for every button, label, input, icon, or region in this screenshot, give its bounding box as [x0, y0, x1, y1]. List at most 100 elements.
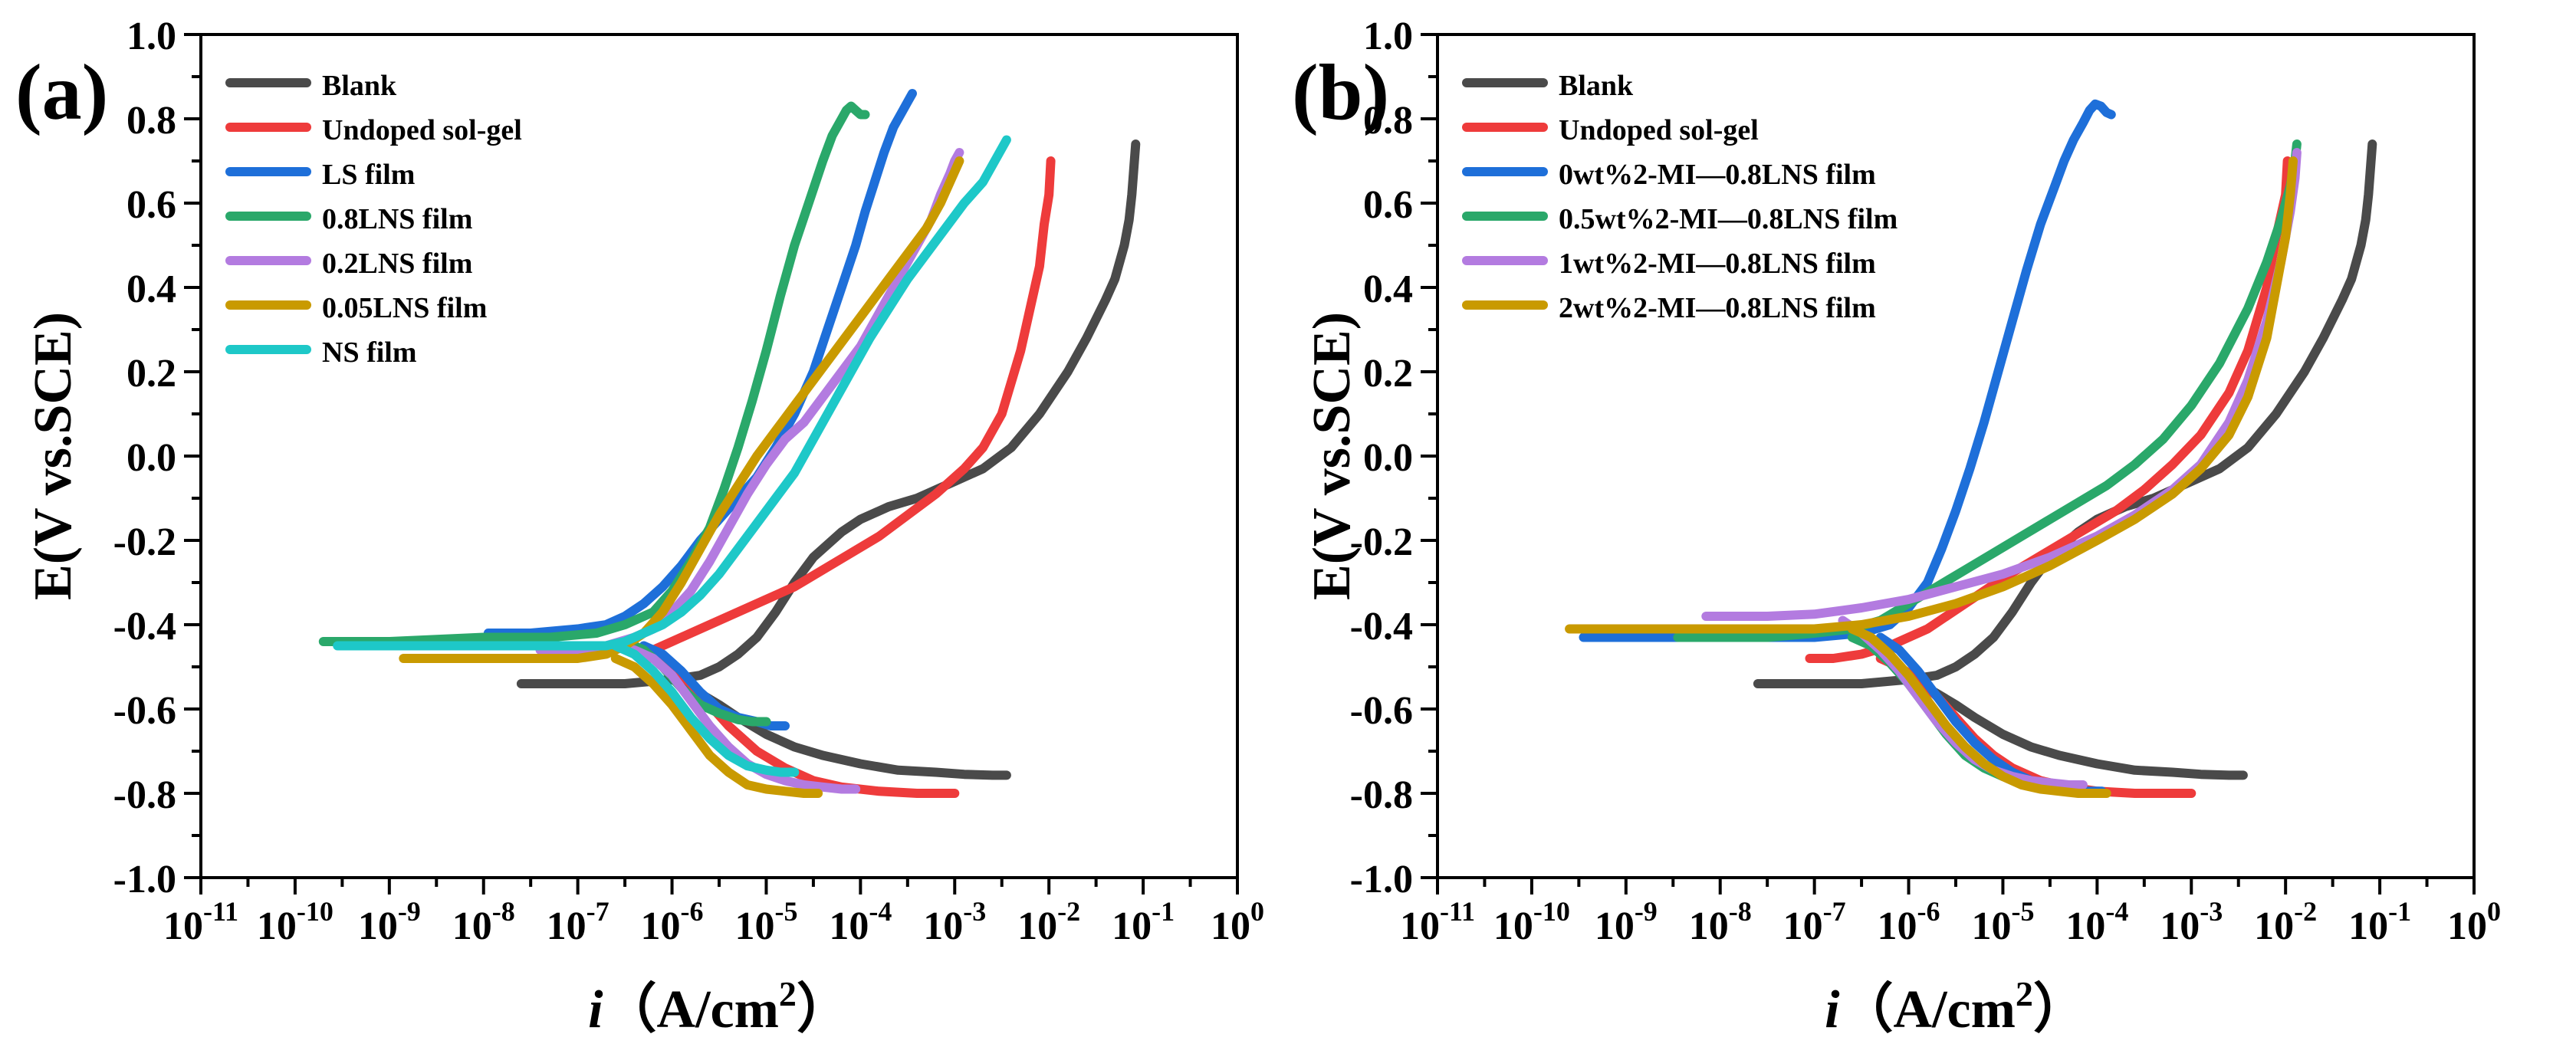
series-line-2wt-2-mi-0-8lns-film: [1565, 156, 2298, 634]
x-tick-base: 10: [257, 904, 297, 948]
x-tick-label: 10-4: [829, 896, 892, 948]
legend-label-blank: Blank: [322, 70, 397, 102]
x-tick-label: 10-1: [2348, 896, 2411, 948]
x-tick-label: 10-10: [257, 896, 334, 948]
x-tick-exponent: -8: [492, 896, 515, 927]
x-tick-label: 10-3: [923, 896, 986, 948]
x-tick-base: 10: [1878, 904, 1917, 948]
panel-b-x-axis-label-sup: 2: [2016, 974, 2033, 1013]
x-tick-label: 10-5: [734, 896, 797, 948]
x-tick-exponent: 0: [2487, 896, 2501, 927]
x-tick-exponent: -6: [681, 896, 704, 927]
x-tick-base: 10: [734, 904, 774, 948]
y-tick-label: -1.0: [113, 858, 176, 901]
x-tick-base: 10: [1112, 904, 1152, 948]
panel-a-x-axis-label-sup: 2: [779, 974, 797, 1013]
x-tick-exponent: -2: [1057, 896, 1080, 927]
panel-a-label: (a): [15, 48, 108, 136]
legend-label-0-2lns-film: 0.2LNS film: [322, 248, 472, 280]
y-tick-label: 0.4: [1363, 268, 1413, 311]
panel-a-y-axis-label: E(V vs.SCE): [24, 312, 83, 600]
x-tick-exponent: -4: [869, 896, 892, 927]
series-line-branch: [1904, 675, 2248, 780]
x-tick-exponent: -6: [1917, 896, 1940, 927]
panel-b-x-axis-label: i（A/cm2）: [1825, 974, 2087, 1039]
y-tick-label: -0.6: [1350, 689, 1413, 733]
legend-label-ns-film: NS film: [322, 336, 417, 369]
series-line-branch: [1847, 624, 2111, 798]
y-tick-label: -0.6: [113, 689, 176, 733]
series-line-branch: [610, 654, 823, 798]
series-line-undoped-sol-gel: [629, 156, 1056, 659]
x-tick-label: 10-8: [1689, 896, 1752, 948]
x-tick-exponent: -11: [203, 896, 238, 927]
x-tick-label: 10-1: [1112, 896, 1175, 948]
series-line-0-8lns-film: [318, 101, 870, 646]
x-tick-label: 10-4: [2065, 896, 2128, 948]
panel-a-legend: Blank Undoped sol-gel LS film 0.8LNS film 0.…: [225, 70, 522, 369]
panel-b-legend: Blank Undoped sol-gel 0wt%2-MI—0.8LNS film…: [1462, 70, 1898, 324]
x-tick-exponent: -7: [586, 896, 610, 927]
series-line-blank: [516, 140, 1141, 688]
x-tick-label: 10-11: [163, 896, 238, 948]
y-tick-label: 1.0: [1363, 15, 1413, 58]
x-tick-base: 10: [2065, 904, 2105, 948]
x-tick-base: 10: [2160, 904, 2200, 948]
x-tick-base: 10: [1971, 904, 2011, 948]
x-tick-exponent: -9: [1635, 896, 1658, 927]
y-tick-label: 0.6: [127, 183, 176, 227]
x-tick-label: 10-5: [1971, 896, 2034, 948]
x-tick-base: 10: [2254, 904, 2294, 948]
legend-label-2wt-2-mi-0-8lns-film: 2wt%2-MI—0.8LNS film: [1559, 292, 1876, 324]
x-tick-exponent: -3: [963, 896, 986, 927]
x-tick-base: 10: [452, 904, 492, 948]
x-tick-label: 10-3: [2160, 896, 2223, 948]
panel-b-label: (b): [1292, 48, 1389, 136]
x-tick-base: 10: [1689, 904, 1729, 948]
x-tick-label: 10-9: [1595, 896, 1658, 948]
x-tick-exponent: -3: [2200, 896, 2223, 927]
x-tick-exponent: -2: [2294, 896, 2317, 927]
y-tick-label: 0.4: [127, 268, 176, 311]
x-tick-exponent: -5: [2011, 896, 2034, 927]
legend-label-0-05lns-film: 0.05LNS film: [322, 292, 487, 324]
x-tick-base: 10: [1595, 904, 1635, 948]
y-tick-label: -0.2: [113, 520, 176, 564]
panel-b-ticks: 10-11 10-10 10-9 10-8 10-7 10-6 10-5 10-4 10-3 10…: [1350, 15, 2501, 948]
panel-a-series: [318, 89, 1141, 798]
panel-a-plot-frame: [199, 33, 1239, 879]
y-tick-label: -0.8: [113, 773, 176, 817]
x-tick-label: 10-6: [641, 896, 704, 948]
x-tick-exponent: -10: [1533, 896, 1570, 927]
panel-a-x-axis-label-symbol: i: [588, 980, 603, 1039]
panel-b-x-axis-label-symbol: i: [1825, 980, 1840, 1039]
y-tick-label: 0.0: [1363, 436, 1413, 480]
x-tick-exponent: -1: [1152, 896, 1175, 927]
panel-a-x-axis-label: i（A/cm2）: [588, 974, 850, 1039]
x-tick-exponent: -4: [2105, 896, 2128, 927]
legend-label-undoped-sol-gel: Undoped sol-gel: [322, 114, 522, 146]
x-tick-exponent: -1: [2388, 896, 2411, 927]
panel-a-ticks: 10-11 10-10 10-9 10-8 10-7 10-6 10-5 10-4 10-3 10…: [113, 15, 1264, 948]
x-tick-exponent: -8: [1729, 896, 1752, 927]
panel-b-y-axis-label: E(V vs.SCE): [1303, 312, 1362, 600]
y-tick-label: -1.0: [1350, 858, 1413, 901]
y-tick-label: 0.8: [127, 99, 176, 143]
x-tick-base: 10: [829, 904, 869, 948]
panel-b-series: [1565, 99, 2377, 798]
x-tick-base: 10: [1211, 904, 1250, 948]
x-tick-label: 10-7: [1783, 896, 1846, 948]
x-tick-exponent: -10: [297, 896, 334, 927]
y-tick-label: 0.2: [1363, 352, 1413, 396]
y-tick-label: 0.2: [127, 352, 176, 396]
legend-label-1wt-2-mi-0-8lns-film: 1wt%2-MI—0.8LNS film: [1559, 248, 1876, 280]
panel-a-x-axis-label-close: ）: [797, 980, 850, 1039]
x-tick-label: 10-6: [1878, 896, 1940, 948]
x-tick-base: 10: [2447, 904, 2487, 948]
legend-label-0-8lns-film: 0.8LNS film: [322, 203, 472, 235]
panel-a-x-axis-label-unit: （A/cm: [603, 980, 779, 1039]
legend-label-0-5wt-2-mi-0-8lns-film: 0.5wt%2-MI—0.8LNS film: [1559, 203, 1898, 235]
x-tick-base: 10: [1783, 904, 1823, 948]
